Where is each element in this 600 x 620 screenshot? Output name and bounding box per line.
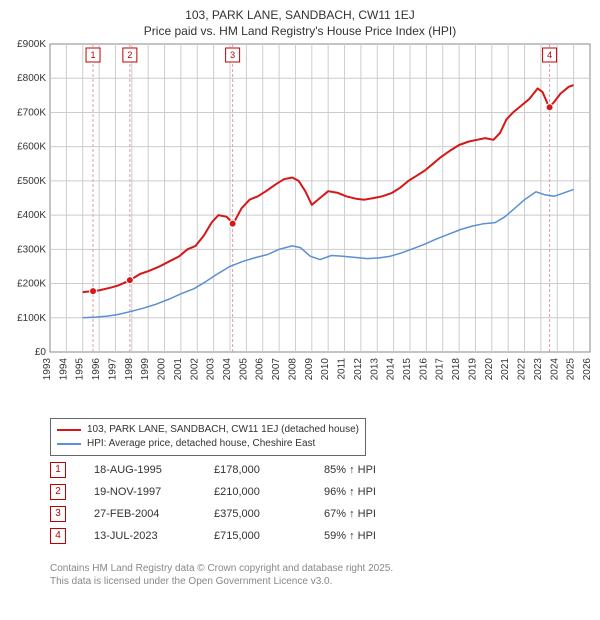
- x-tick-label: 2008: [287, 358, 298, 381]
- x-tick-label: 2018: [451, 358, 462, 381]
- sale-marker-number: 1: [91, 50, 96, 60]
- title-line-2: Price paid vs. HM Land Registry's House …: [0, 24, 600, 40]
- x-tick-label: 2005: [238, 358, 249, 381]
- x-tick-label: 1996: [91, 358, 102, 381]
- x-tick-label: 2022: [517, 358, 528, 381]
- x-tick-label: 2016: [418, 358, 429, 381]
- x-tick-label: 2021: [500, 358, 511, 381]
- chart-svg: £0 £100K £200K £300K £400K £500K £600K £700K £80…: [0, 38, 600, 398]
- event-price: £375,000: [214, 508, 324, 520]
- x-tick-label: 2025: [566, 358, 577, 381]
- sale-marker-number: 2: [127, 50, 132, 60]
- x-tick-label: 2014: [386, 358, 397, 381]
- event-number-box: 4: [50, 528, 66, 544]
- x-tick-label: 1995: [75, 358, 86, 381]
- sale-point: [546, 104, 553, 111]
- x-tick-label: 2004: [222, 358, 233, 381]
- x-tick-label: 2011: [337, 358, 348, 380]
- y-tick-label: £400K: [17, 210, 46, 221]
- footer-attrib: Contains HM Land Registry data © Crown c…: [50, 562, 393, 588]
- y-tick-label: £900K: [17, 39, 46, 50]
- y-tick-label: £500K: [17, 176, 46, 187]
- y-tick-label: £0: [35, 347, 47, 358]
- legend-row: HPI: Average price, detached house, Ches…: [57, 437, 359, 451]
- event-number-box: 3: [50, 506, 66, 522]
- chart-title: 103, PARK LANE, SANDBACH, CW11 1EJ Price…: [0, 0, 600, 39]
- x-tick-label: 2020: [484, 358, 495, 381]
- event-row: 4 13-JUL-2023£715,00059% ↑ HPI: [50, 528, 376, 544]
- y-tick-label: £700K: [17, 107, 46, 118]
- y-tick-label: £800K: [17, 73, 46, 84]
- x-tick-label: 2009: [304, 358, 315, 381]
- x-tick-label: 1994: [58, 358, 69, 381]
- x-tick-label: 2019: [467, 358, 478, 381]
- footer-line-2: This data is licensed under the Open Gov…: [50, 575, 393, 588]
- sale-marker-number: 3: [230, 50, 235, 60]
- event-price: £178,000: [214, 464, 324, 476]
- chart-area: £0 £100K £200K £300K £400K £500K £600K £700K £80…: [0, 38, 600, 398]
- event-hpi: 67% ↑ HPI: [324, 508, 376, 520]
- title-line-1: 103, PARK LANE, SANDBACH, CW11 1EJ: [0, 8, 600, 24]
- x-tick-label: 2010: [320, 358, 331, 381]
- event-number-box: 1: [50, 462, 66, 478]
- legend-row: 103, PARK LANE, SANDBACH, CW11 1EJ (deta…: [57, 423, 359, 437]
- event-price: £210,000: [214, 486, 324, 498]
- y-tick-label: £300K: [17, 244, 46, 255]
- x-tick-label: 2015: [402, 358, 413, 381]
- x-tick-label: 2001: [173, 358, 184, 381]
- x-tick-label: 2012: [353, 358, 364, 381]
- x-tick-label: 2017: [435, 358, 446, 381]
- y-tick-label: £200K: [17, 279, 46, 290]
- event-row: 1 18-AUG-1995£178,00085% ↑ HPI: [50, 462, 376, 478]
- event-row: 3 27-FEB-2004£375,00067% ↑ HPI: [50, 506, 376, 522]
- events-table: 1 18-AUG-1995£178,00085% ↑ HPI 2 19-NOV-199…: [50, 462, 376, 550]
- x-tick-label: 2006: [255, 358, 266, 381]
- event-date: 13-JUL-2023: [94, 530, 214, 542]
- x-tick-label: 2003: [206, 358, 217, 381]
- y-tick-label: £600K: [17, 142, 46, 153]
- x-tick-label: 1999: [140, 358, 151, 381]
- legend-label: HPI: Average price, detached house, Ches…: [87, 437, 315, 451]
- event-date: 19-NOV-1997: [94, 486, 214, 498]
- x-tick-label: 2002: [189, 358, 200, 381]
- sale-point: [126, 277, 133, 284]
- y-tick-label: £100K: [17, 313, 46, 324]
- x-tick-label: 2007: [271, 358, 282, 381]
- legend-swatch: [57, 429, 81, 431]
- event-hpi: 96% ↑ HPI: [324, 486, 376, 498]
- event-number-box: 2: [50, 484, 66, 500]
- x-tick-label: 1993: [42, 358, 53, 381]
- footer-line-1: Contains HM Land Registry data © Crown c…: [50, 562, 393, 575]
- x-tick-label: 2000: [157, 358, 168, 381]
- event-hpi: 59% ↑ HPI: [324, 530, 376, 542]
- x-tick-label: 2026: [582, 358, 593, 381]
- sale-marker-number: 4: [547, 50, 552, 60]
- x-tick-label: 2013: [369, 358, 380, 381]
- legend-label: 103, PARK LANE, SANDBACH, CW11 1EJ (deta…: [87, 423, 359, 437]
- event-hpi: 85% ↑ HPI: [324, 464, 376, 476]
- event-date: 18-AUG-1995: [94, 464, 214, 476]
- event-date: 27-FEB-2004: [94, 508, 214, 520]
- x-tick-label: 2024: [549, 358, 560, 381]
- x-tick-label: 2023: [533, 358, 544, 381]
- sale-point: [229, 220, 236, 227]
- event-price: £715,000: [214, 530, 324, 542]
- event-row: 2 19-NOV-1997£210,00096% ↑ HPI: [50, 484, 376, 500]
- x-tick-label: 1997: [107, 358, 118, 381]
- legend: 103, PARK LANE, SANDBACH, CW11 1EJ (deta…: [50, 418, 366, 456]
- x-tick-label: 1998: [124, 358, 135, 381]
- sale-point: [90, 288, 97, 295]
- legend-swatch: [57, 443, 81, 445]
